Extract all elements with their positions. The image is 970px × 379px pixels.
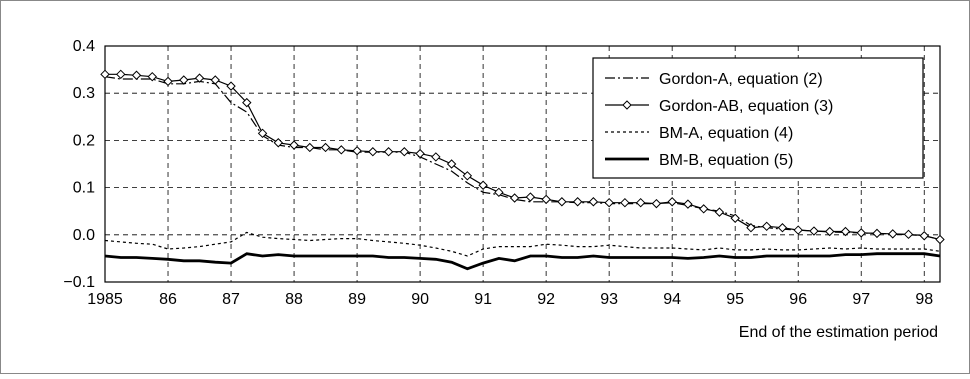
x-tick-label: 88 [285,291,303,308]
diamond-marker [368,147,378,157]
diamond-marker [336,145,347,155]
legend-item: BM-B, equation (5) [605,152,793,169]
diamond-marker [525,192,536,202]
legend-item: BM-A, equation (4) [605,125,793,142]
diamond-marker [415,148,425,159]
diamond-marker [257,128,268,139]
diamond-marker [383,147,394,157]
diamond-marker [557,197,567,207]
diamond-marker [872,228,882,239]
diamond-marker [746,223,756,233]
diamond-marker [667,197,677,207]
diamond-marker [620,197,630,208]
diamond-marker [194,73,205,83]
series-2 [100,69,945,245]
diamond-marker [888,229,898,239]
y-tick-label: −0.1 [63,274,95,291]
x-tick-label: 94 [663,291,681,308]
diamond-marker [793,225,803,235]
legend: Gordon-A, equation (2) Gordon-AB, equatio… [592,57,924,179]
diamond-marker [588,197,599,207]
legend-label: BM-B, equation (5) [659,152,793,169]
legend-label: Gordon-AB, equation (3) [659,98,833,115]
x-tick-label: 96 [789,291,807,308]
diamond-marker [604,197,614,208]
diamond-marker [761,221,772,232]
diamond-marker [462,171,473,181]
y-tick-label: 0.0 [73,227,95,244]
diamond-marker [163,76,173,87]
y-tick-label: 0.1 [73,180,95,197]
plot-area [104,45,941,283]
diamond-marker [179,75,189,85]
diamond-marker [903,229,914,240]
x-tick-label: 89 [348,291,366,308]
diamond-marker [541,194,551,205]
diamond-marker [320,142,331,153]
diamond-marker [399,147,410,157]
legend-marker [622,100,632,110]
x-tick-label: 93 [600,291,618,308]
diamond-marker [698,204,709,214]
series-line [104,231,941,257]
diamond-marker [478,180,488,190]
diamond-marker [273,138,284,148]
diamond-marker [919,231,929,241]
diamond-marker [242,97,252,108]
x-tick-label: 87 [222,291,240,308]
legend-item: Gordon-AB, equation (3) [605,98,833,115]
x-tick-label: 92 [537,291,555,308]
diamond-marker [226,81,236,91]
diamond-marker [572,197,583,207]
diamond-marker [856,228,866,238]
diamond-marker [352,146,362,156]
series-layer [100,69,945,271]
diamond-marker [635,197,646,208]
diamond-marker [446,159,457,169]
diamond-marker [825,226,835,237]
legend-label: BM-A, equation (4) [659,125,793,142]
x-axis-label: End of the estimation period [739,324,938,341]
y-tick-label: 0.4 [73,38,95,55]
diamond-marker [305,142,315,153]
diamond-marker [777,223,788,233]
y-tick-label: 0.2 [73,132,95,149]
diamond-marker [431,152,441,162]
series-4 [104,252,941,271]
series-line [104,252,941,271]
x-tick-label: 86 [159,291,177,308]
y-tick-label: 0.3 [73,85,95,102]
diamond-marker [730,213,740,223]
diamond-marker [147,71,157,82]
diamond-marker [651,198,662,209]
diamond-marker [840,226,851,237]
tick-labels: 1985 86 87 88 89 90 91 92 93 94 95 96 97 98 −0.1 0.0 0.1… [63,38,933,308]
diamond-marker [509,193,520,203]
legend-item: Gordon-A, equation (2) [605,71,823,88]
diamond-marker [116,69,126,80]
diamond-marker [935,234,945,245]
diamond-marker [494,187,504,198]
diamond-marker [131,70,142,80]
x-tick-label: 97 [852,291,870,308]
x-tick-label: 91 [474,291,492,308]
x-tick-label: 90 [411,291,429,308]
x-tick-label: 95 [726,291,744,308]
diamond-marker [714,207,725,217]
diamond-marker [100,69,110,80]
diamond-marker [289,140,299,150]
diamond-marker [809,226,819,236]
x-tick-label: 1985 [87,291,123,308]
diamond-marker [210,75,220,85]
series-3 [104,231,941,257]
x-tick-label: 98 [915,291,933,308]
legend-label: Gordon-A, equation (2) [659,71,823,88]
diamond-marker [683,199,693,209]
